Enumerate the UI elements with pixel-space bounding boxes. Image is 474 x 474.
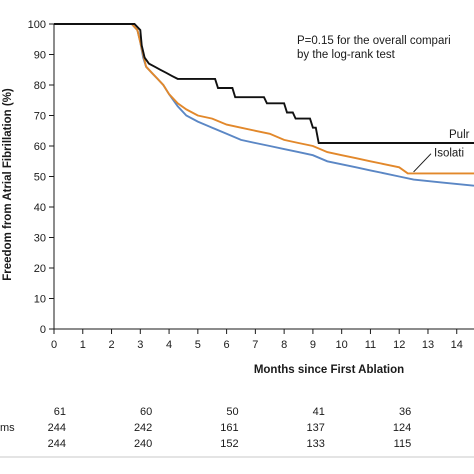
- pvalue-annotation-line-2: by the log-rank test: [297, 49, 396, 61]
- risk-cell: 41: [313, 406, 325, 418]
- risk-cell: 161: [220, 422, 238, 434]
- risk-cell: 124: [393, 422, 411, 434]
- y-axis-title: Freedom from Atrial Fibrillation (%): [2, 88, 14, 281]
- risk-cell: 133: [307, 438, 325, 450]
- y-tick-label: 40: [34, 202, 46, 214]
- risk-table: 61 60 50 41 36 ms 244 242 161 137 124 244 240 152 133 1…: [0, 406, 474, 458]
- series-label-1: Pulr: [449, 129, 470, 141]
- x-tick-label: 8: [281, 339, 287, 351]
- y-tick-label: 20: [34, 263, 46, 275]
- x-tick-label: 9: [310, 339, 316, 351]
- series-labels: Pulr Isolati: [413, 129, 470, 173]
- y-ticks: 0 10 20 30 40 50 60 70 80 90 100: [28, 19, 54, 336]
- x-tick-label: 13: [422, 339, 434, 351]
- x-tick-label: 11: [365, 339, 376, 351]
- x-tick-label: 5: [195, 339, 201, 351]
- y-tick-label: 90: [34, 50, 46, 62]
- y-axis-title-group: Freedom from Atrial Fibrillation (%): [2, 88, 14, 281]
- risk-cell: 36: [399, 406, 411, 418]
- x-ticks: 0 1 2 3 4 5 6 7 8 9 10 11 12 13 14: [51, 329, 463, 351]
- y-tick-label: 50: [34, 172, 46, 184]
- x-tick-label: 7: [252, 339, 258, 351]
- x-tick-label: 2: [108, 339, 114, 351]
- x-tick-label: 4: [166, 339, 172, 351]
- risk-cell: 60: [140, 406, 152, 418]
- y-tick-label: 80: [34, 80, 46, 92]
- risk-cell: 240: [134, 438, 152, 450]
- series-lines: [54, 23, 474, 187]
- risk-cell: 50: [226, 406, 238, 418]
- x-tick-label: 12: [393, 339, 405, 351]
- y-tick-label: 0: [40, 324, 46, 336]
- risk-row-label: ms: [0, 422, 15, 434]
- series-line-1: [54, 23, 474, 144]
- x-tick-label: 1: [80, 339, 86, 351]
- risk-cell: 152: [220, 438, 238, 450]
- risk-cell: 242: [134, 422, 152, 434]
- risk-cell: 244: [48, 422, 66, 434]
- x-axis-title: Months since First Ablation: [254, 364, 404, 376]
- y-tick-label: 100: [28, 19, 46, 31]
- series-label-leader: [413, 153, 432, 173]
- x-tick-label: 6: [224, 339, 230, 351]
- y-tick-label: 10: [34, 294, 46, 306]
- risk-cell: 61: [54, 406, 66, 418]
- pvalue-annotation-line-1: P=0.15 for the overall compari: [297, 35, 451, 47]
- risk-cell: 244: [48, 438, 66, 450]
- x-tick-label: 10: [336, 339, 348, 351]
- y-tick-label: 70: [34, 111, 46, 123]
- series-line-2: [54, 23, 474, 175]
- series-label-2: Isolati: [434, 148, 464, 160]
- y-tick-label: 30: [34, 233, 46, 245]
- x-tick-label: 3: [137, 339, 143, 351]
- x-tick-label: 0: [51, 339, 57, 351]
- series-line-3: [54, 23, 474, 187]
- x-tick-label: 14: [451, 339, 463, 351]
- y-tick-label: 60: [34, 141, 46, 153]
- risk-cell: 137: [307, 422, 325, 434]
- risk-cell: 115: [394, 438, 412, 450]
